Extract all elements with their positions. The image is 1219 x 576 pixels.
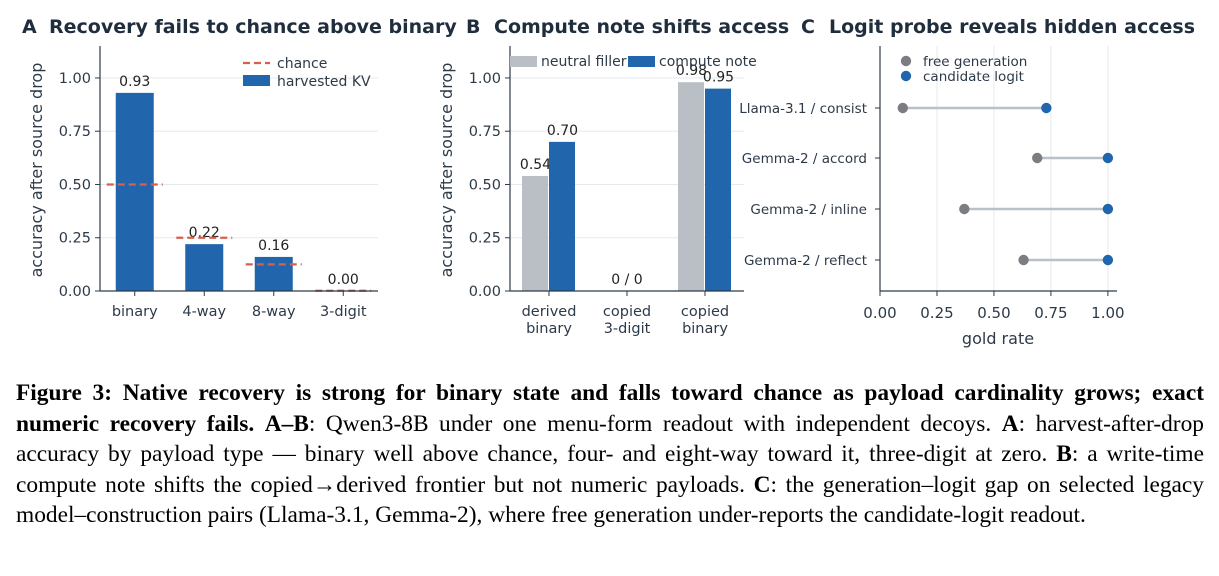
panel-c-y-tick-label: Gemma-2 / inline	[750, 202, 867, 218]
panel-b-y-tick-label: 0.50	[469, 177, 501, 193]
panel-c-y-tick-label: Gemma-2 / accord	[742, 151, 867, 167]
panel-b-bar-compute-note-2	[705, 88, 731, 291]
panel-b-y-tick-label: 1.00	[469, 71, 501, 87]
legend-free-generation-marker	[900, 55, 912, 67]
caption-ab-label: A–B	[264, 410, 309, 437]
panel-b-bar-neutral-filler-0	[522, 175, 548, 291]
caption-b-label: B	[1056, 441, 1072, 467]
panel-c-x-tick-label: 0.00	[863, 304, 896, 322]
panel-b-y-tick-label: 0.00	[469, 284, 501, 300]
legend-compute-note-label: compute note	[659, 54, 757, 70]
caption-c-label: C	[753, 471, 771, 498]
panel-b-letter: B	[466, 16, 480, 38]
panel-b-x-tick-label: 3-digit	[604, 321, 651, 337]
panel-c-letter: C	[801, 16, 815, 38]
panel-a-bar-1	[185, 244, 224, 291]
panel-a-legend: chance harvested KV	[243, 56, 371, 90]
panel-a-x-tick-label: 4-way	[182, 304, 226, 320]
figure-caption: Figure 3: Native recovery is strong for …	[16, 378, 1204, 531]
panel-b-x-tick-label: binary	[682, 321, 728, 337]
panel-b-bar-compute-note-0	[549, 141, 575, 291]
panel-b-bar-neutral-filler-2	[678, 82, 704, 291]
legend-chance-label: chance	[277, 56, 327, 72]
panel-b-value-label: 0.54	[520, 157, 551, 173]
panel-a-value-label: 0.16	[258, 238, 289, 254]
panel-c-x-tick-label: 0.50	[977, 304, 1010, 322]
panel-a-y-tick-label: 0.00	[59, 284, 91, 300]
panel-a-x-tick-label: binary	[112, 304, 158, 320]
panel-a-x-tick-label: 8-way	[252, 304, 296, 320]
panel-a-title: Recovery fails to chance above binary	[49, 16, 457, 38]
caption-ab-text: : Qwen3-8B under one menu-form readout w…	[308, 410, 992, 437]
caption-c-text: : the generation–logit gap on selected l…	[16, 471, 1204, 529]
panel-c-candidate-logit-point-0	[1041, 102, 1052, 114]
panel-a-y-tick-label: 0.25	[59, 231, 91, 247]
caption-a-text: : harvest-after-drop accuracy by payload…	[16, 410, 1204, 468]
panel-a-letter: A	[22, 16, 37, 38]
panel-c-free-generation-point-0	[897, 102, 908, 114]
panel-c: C Logit probe reveals hidden access gold…	[739, 16, 1195, 348]
panel-b-x-tick-label: derived	[522, 304, 577, 320]
panel-a-y-tick-label: 1.00	[59, 71, 91, 87]
panel-c-free-generation-point-1	[1032, 152, 1043, 164]
panel-a-y-axis-label: accuracy after source drop	[27, 63, 46, 278]
legend-neutral-filler-label: neutral filler	[541, 54, 627, 70]
panel-c-candidate-logit-point-2	[1102, 203, 1114, 215]
panel-b-title: Compute note shifts access	[494, 16, 789, 38]
panel-c-y-tick-label: Gemma-2 / reflect	[744, 253, 867, 269]
panel-c-x-tick-label: 0.75	[1034, 304, 1067, 322]
panel-b-x-tick-label: binary	[526, 321, 572, 337]
panel-b-y-tick-label: 0.25	[469, 231, 501, 247]
legend-candidate-logit-label: candidate logit	[923, 69, 1024, 85]
panel-a-x-tick-label: 3-digit	[320, 304, 367, 320]
panel-c-candidate-logit-point-3	[1102, 254, 1114, 266]
panel-a-y-tick-label: 0.75	[59, 124, 91, 140]
panel-a-value-label: 0.00	[328, 272, 359, 288]
caption-lead: Figure 3: Native recovery is strong for …	[16, 380, 1204, 437]
figure-panels: A Recovery fails to chance above binary …	[22, 16, 1195, 348]
panel-b-center-label: 0 / 0	[611, 272, 642, 288]
panel-b-x-tick-label: copied	[603, 304, 651, 320]
legend-candidate-logit-marker	[900, 70, 912, 82]
panel-c-free-generation-point-2	[959, 203, 970, 215]
legend-harvested-kv-label: harvested KV	[277, 74, 371, 90]
panel-b-y-tick-label: 0.75	[469, 124, 501, 140]
panel-b-y-axis-label: accuracy after source drop	[437, 63, 456, 278]
panel-c-free-generation-point-3	[1018, 254, 1029, 266]
legend-compute-note-swatch	[628, 56, 655, 67]
panel-b-value-label: 0.95	[703, 70, 734, 86]
caption-b-text: : a write-time compute note shifts the c…	[16, 441, 1204, 498]
panel-a: A Recovery fails to chance above binary …	[22, 16, 457, 320]
panel-c-candidate-logit-point-1	[1102, 152, 1114, 164]
panel-c-title: Logit probe reveals hidden access	[829, 16, 1195, 38]
panel-a-y-tick-label: 0.50	[59, 177, 91, 193]
panel-a-bar-2	[254, 256, 293, 291]
panel-b-legend: neutral filler compute note	[510, 54, 757, 70]
panel-a-bar-0	[115, 92, 154, 291]
panel-c-x-tick-label: 0.25	[920, 304, 953, 322]
panel-b-value-label: 0.98	[676, 63, 707, 79]
panel-c-x-tick-label: 1.00	[1091, 304, 1124, 322]
panel-c-y-tick-label: Llama-3.1 / consist	[739, 101, 867, 117]
caption-a-label: A	[1001, 410, 1019, 437]
legend-harvested-kv-swatch	[243, 75, 270, 86]
panel-c-x-axis-label: gold rate	[962, 329, 1034, 348]
panel-b-value-label: 0.70	[547, 123, 578, 139]
legend-free-generation-label: free generation	[923, 54, 1027, 70]
panel-a-value-label: 0.93	[119, 74, 150, 90]
panel-b-x-tick-label: copied	[681, 304, 729, 320]
panel-b: B Compute note shifts access accuracy af…	[437, 16, 789, 337]
legend-neutral-filler-swatch	[510, 56, 537, 67]
